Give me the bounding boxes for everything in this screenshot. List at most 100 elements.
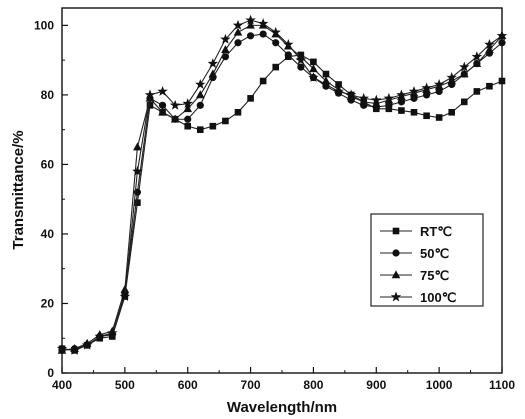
data-point [195,79,206,89]
data-point [158,107,167,116]
data-point [220,33,231,44]
axis-tick-labels: 400 500 600 700 800 900 1000 1100 0 20 40 60 80 100 [34,18,515,392]
data-point [472,58,482,67]
series-1 [58,51,506,354]
y-tick-label: 40 [41,227,55,241]
data-point [169,99,181,110]
legend-label: RT℃ [420,224,452,239]
data-point [398,107,405,114]
data-point [486,82,493,90]
data-point [295,54,307,65]
x-tick-label: 700 [241,378,261,392]
data-point [56,343,68,354]
data-point [410,108,418,116]
data-point [81,339,93,350]
data-point [471,51,483,62]
data-point [333,85,344,96]
data-point [207,58,219,69]
data-point [119,291,131,301]
x-tick-label: 800 [303,378,323,392]
legend-marker [392,249,400,257]
y-tick-label: 0 [47,366,54,380]
data-point [234,108,242,116]
data-point [460,98,468,106]
data-point [234,39,242,47]
x-tick-label: 1100 [489,378,515,392]
data-point [272,39,280,47]
data-point [209,122,217,130]
data-point [184,115,192,123]
data-point [485,45,494,54]
x-tick-label: 400 [52,378,72,392]
data-point [498,39,506,47]
x-axis-title: Wavelength/nm [227,399,337,416]
x-tick-label: 900 [366,378,386,392]
data-point [245,14,256,25]
data-point [320,79,332,89]
data-point [196,101,204,109]
data-point [446,72,457,82]
data-point [310,58,317,66]
data-point [233,27,243,36]
data-point [484,39,495,49]
legend-marker [390,291,402,302]
y-tick-label: 100 [34,18,54,32]
data-point [69,344,80,355]
data-point [408,85,420,96]
series-layer [56,14,508,355]
data-point [309,64,318,73]
data-point [170,114,180,123]
data-point [496,30,508,41]
legend: RT℃ 50℃ 75℃ 100℃ [370,213,484,307]
data-point [158,101,167,109]
x-tick-label: 1000 [426,378,453,392]
y-axis-title: Transmittance/% [10,130,27,249]
data-point [259,30,267,38]
data-point [358,92,369,103]
y-tick-label: 20 [41,296,55,310]
data-point [247,95,254,102]
data-point [270,26,281,37]
data-point [448,108,456,116]
data-point [107,327,118,338]
data-point [246,20,255,29]
data-point [297,63,305,71]
data-point [345,89,357,100]
data-point [133,142,142,151]
data-point [459,69,469,78]
plot-frame [61,7,503,374]
data-point [257,18,269,29]
data-point [132,165,143,176]
series-4 [56,14,508,355]
data-point [184,122,192,130]
y-tick-label: 80 [41,88,55,102]
data-point [383,92,395,103]
data-point [284,51,292,59]
data-point [221,45,230,54]
data-point [322,70,330,78]
legend-label: 75℃ [420,268,449,283]
data-point [498,77,506,85]
legend-marker [392,227,400,235]
data-point [246,32,255,40]
legend-label: 100℃ [420,290,456,305]
data-point [459,61,470,72]
data-point [144,89,156,100]
legend-items: RT℃ 50℃ 75℃ 100℃ [380,224,456,305]
data-point [371,94,382,105]
data-point [433,79,445,89]
data-point [435,114,443,121]
data-point [421,82,432,93]
data-point [222,117,229,125]
data-point [183,104,193,113]
data-point [473,88,481,95]
legend-label: 50℃ [420,246,449,261]
x-tick-label: 600 [178,378,198,392]
data-point [182,98,193,109]
data-point [94,331,105,341]
data-point [396,89,407,100]
data-point [272,63,280,71]
legend-box [370,213,484,307]
legend-marker [391,270,401,279]
